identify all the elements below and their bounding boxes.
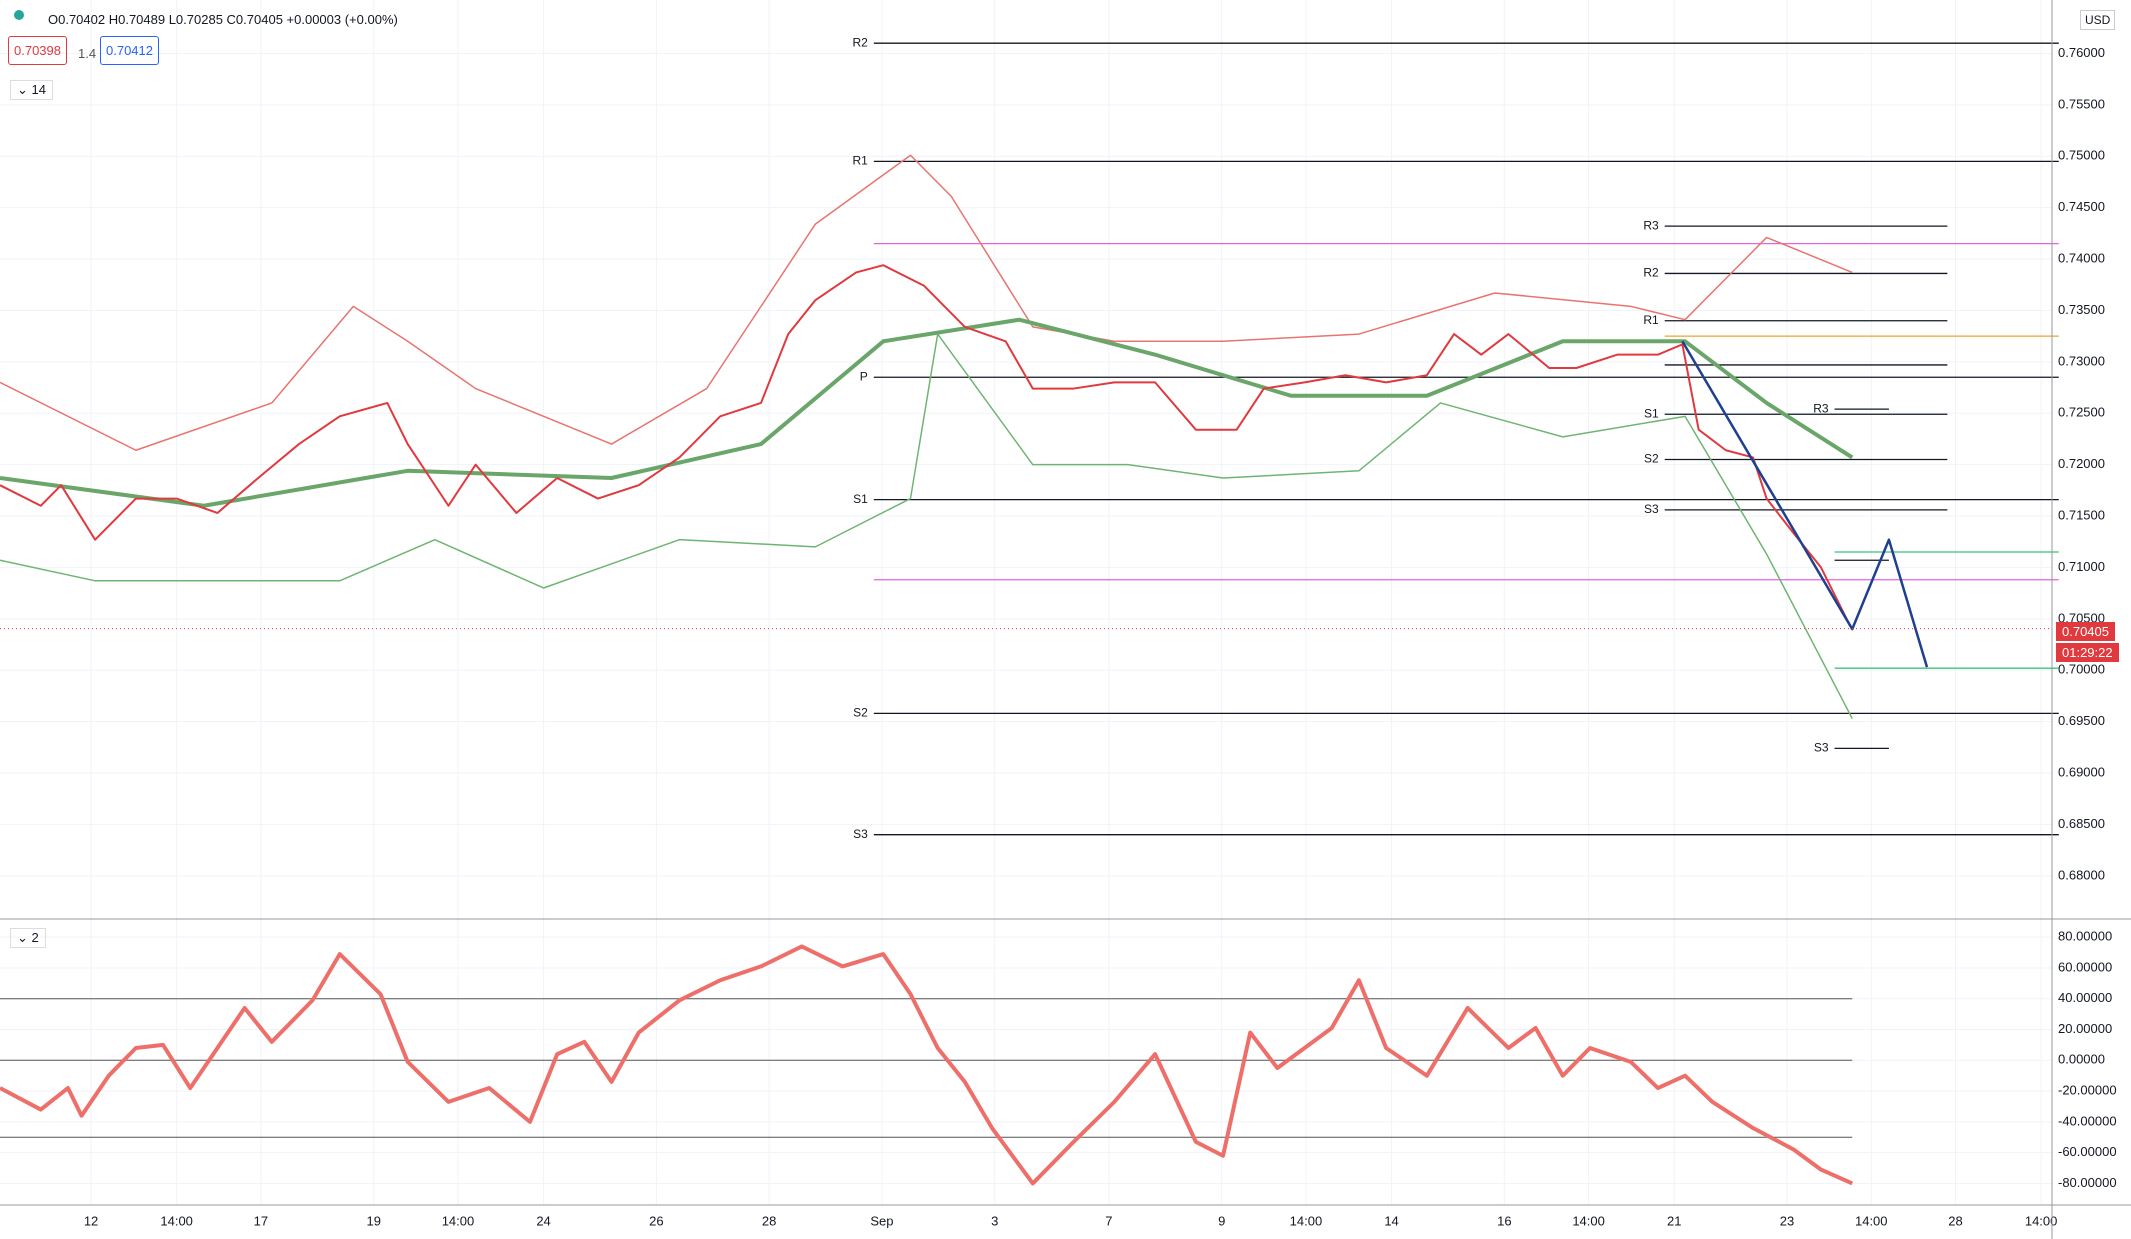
series-line xyxy=(1681,340,1929,668)
y-tick-label: 20.00000 xyxy=(2058,1021,2112,1036)
pivot-label: S3 xyxy=(853,827,868,841)
x-tick-label: 26 xyxy=(649,1213,663,1228)
y-tick-label: -80.00000 xyxy=(2058,1175,2117,1190)
y-tick-label: -60.00000 xyxy=(2058,1144,2117,1159)
x-tick-label: 17 xyxy=(254,1213,268,1228)
pivot-label: R1 xyxy=(1643,313,1659,327)
x-tick-label: 19 xyxy=(366,1213,380,1228)
chevron: ⌄ xyxy=(17,930,32,945)
status-dot xyxy=(14,10,24,20)
x-tick-label: 28 xyxy=(1948,1213,1962,1228)
last-price-tag: 0.70405 xyxy=(2056,622,2115,641)
x-tick-label: Sep xyxy=(870,1213,893,1228)
x-tick-label: 24 xyxy=(536,1213,550,1228)
pane-toggle[interactable]: ⌄ 2 xyxy=(10,928,46,948)
x-tick-label: 12 xyxy=(84,1213,98,1228)
y-tick-label: 0.73000 xyxy=(2058,353,2105,368)
y-tick-label: 0.74500 xyxy=(2058,199,2105,214)
pivot-label: S2 xyxy=(1644,452,1659,466)
series-line xyxy=(0,333,1853,719)
indicator-value: 14 xyxy=(31,82,46,97)
pivot-label: R3 xyxy=(1643,218,1659,232)
pivot-label: P xyxy=(860,369,868,383)
x-tick-label: 7 xyxy=(1105,1213,1112,1228)
y-tick-label: 0.76000 xyxy=(2058,45,2105,60)
y-tick-label: -40.00000 xyxy=(2058,1113,2117,1128)
series-line xyxy=(0,264,1854,630)
x-tick-label: 14:00 xyxy=(1290,1213,1323,1228)
series-line xyxy=(0,317,1854,508)
y-tick-label: -20.00000 xyxy=(2058,1083,2117,1098)
y-tick-label: 0.68500 xyxy=(2058,816,2105,831)
y-tick-label: 80.00000 xyxy=(2058,929,2112,944)
series-line xyxy=(0,154,1853,451)
pivot-label: R2 xyxy=(852,35,868,49)
pivot-label: S3 xyxy=(1644,502,1659,516)
pivot-label: S2 xyxy=(853,706,868,720)
pivot-label: R1 xyxy=(852,154,868,168)
y-tick-label: 40.00000 xyxy=(2058,990,2112,1005)
x-tick-label: 14:00 xyxy=(2025,1213,2058,1228)
indicator-toggle[interactable]: ⌄ 14 xyxy=(10,80,53,100)
y-tick-label: 0.73500 xyxy=(2058,302,2105,317)
countdown-tag: 01:29:22 xyxy=(2056,643,2119,662)
y-tick-label: 0.70000 xyxy=(2058,662,2105,677)
currency-label[interactable]: USD xyxy=(2080,10,2116,30)
spread: 1.4 xyxy=(78,46,97,61)
x-tick-label: 21 xyxy=(1667,1213,1681,1228)
series-line xyxy=(0,944,1854,1186)
y-tick-label: 0.74000 xyxy=(2058,250,2105,265)
x-tick-label: 14:00 xyxy=(442,1213,475,1228)
y-tick-label: 0.69500 xyxy=(2058,713,2105,728)
ohlc-legend: O0.70402 H0.70489 L0.70285 C0.70405 +0.0… xyxy=(48,12,398,27)
pivot-label: S1 xyxy=(853,492,868,506)
y-tick-label: 0.71000 xyxy=(2058,559,2105,574)
x-tick-label: 3 xyxy=(991,1213,998,1228)
y-tick-label: 0.75500 xyxy=(2058,96,2105,111)
pivot-label: R2 xyxy=(1643,266,1659,280)
y-tick-label: 0.75000 xyxy=(2058,148,2105,163)
x-tick-label: 14:00 xyxy=(160,1213,193,1228)
chevron: ⌄ xyxy=(17,82,32,97)
x-tick-label: 9 xyxy=(1218,1213,1225,1228)
pivot-label: S1 xyxy=(1644,406,1659,420)
sell-button[interactable]: 0.70398 xyxy=(8,36,67,65)
x-tick-label: 28 xyxy=(762,1213,776,1228)
y-tick-label: 0.70500 xyxy=(2058,610,2105,625)
y-tick-label: 0.72000 xyxy=(2058,456,2105,471)
pane-value: 2 xyxy=(31,930,39,945)
y-tick-label: 0.68000 xyxy=(2058,867,2105,882)
y-tick-label: 60.00000 xyxy=(2058,959,2112,974)
y-tick-label: 0.72500 xyxy=(2058,405,2105,420)
x-tick-label: 14:00 xyxy=(1572,1213,1605,1228)
y-tick-label: 0.69000 xyxy=(2058,764,2105,779)
y-tick-label: 0.00000 xyxy=(2058,1052,2105,1067)
pivot-label: S3 xyxy=(1814,741,1829,755)
x-tick-label: 23 xyxy=(1780,1213,1794,1228)
x-tick-label: 14:00 xyxy=(1855,1213,1888,1228)
x-tick-label: 14 xyxy=(1384,1213,1398,1228)
pivot-label: R3 xyxy=(1813,401,1829,415)
y-tick-label: 0.71500 xyxy=(2058,507,2105,522)
buy-button[interactable]: 0.70412 xyxy=(100,36,159,65)
x-tick-label: 16 xyxy=(1497,1213,1511,1228)
